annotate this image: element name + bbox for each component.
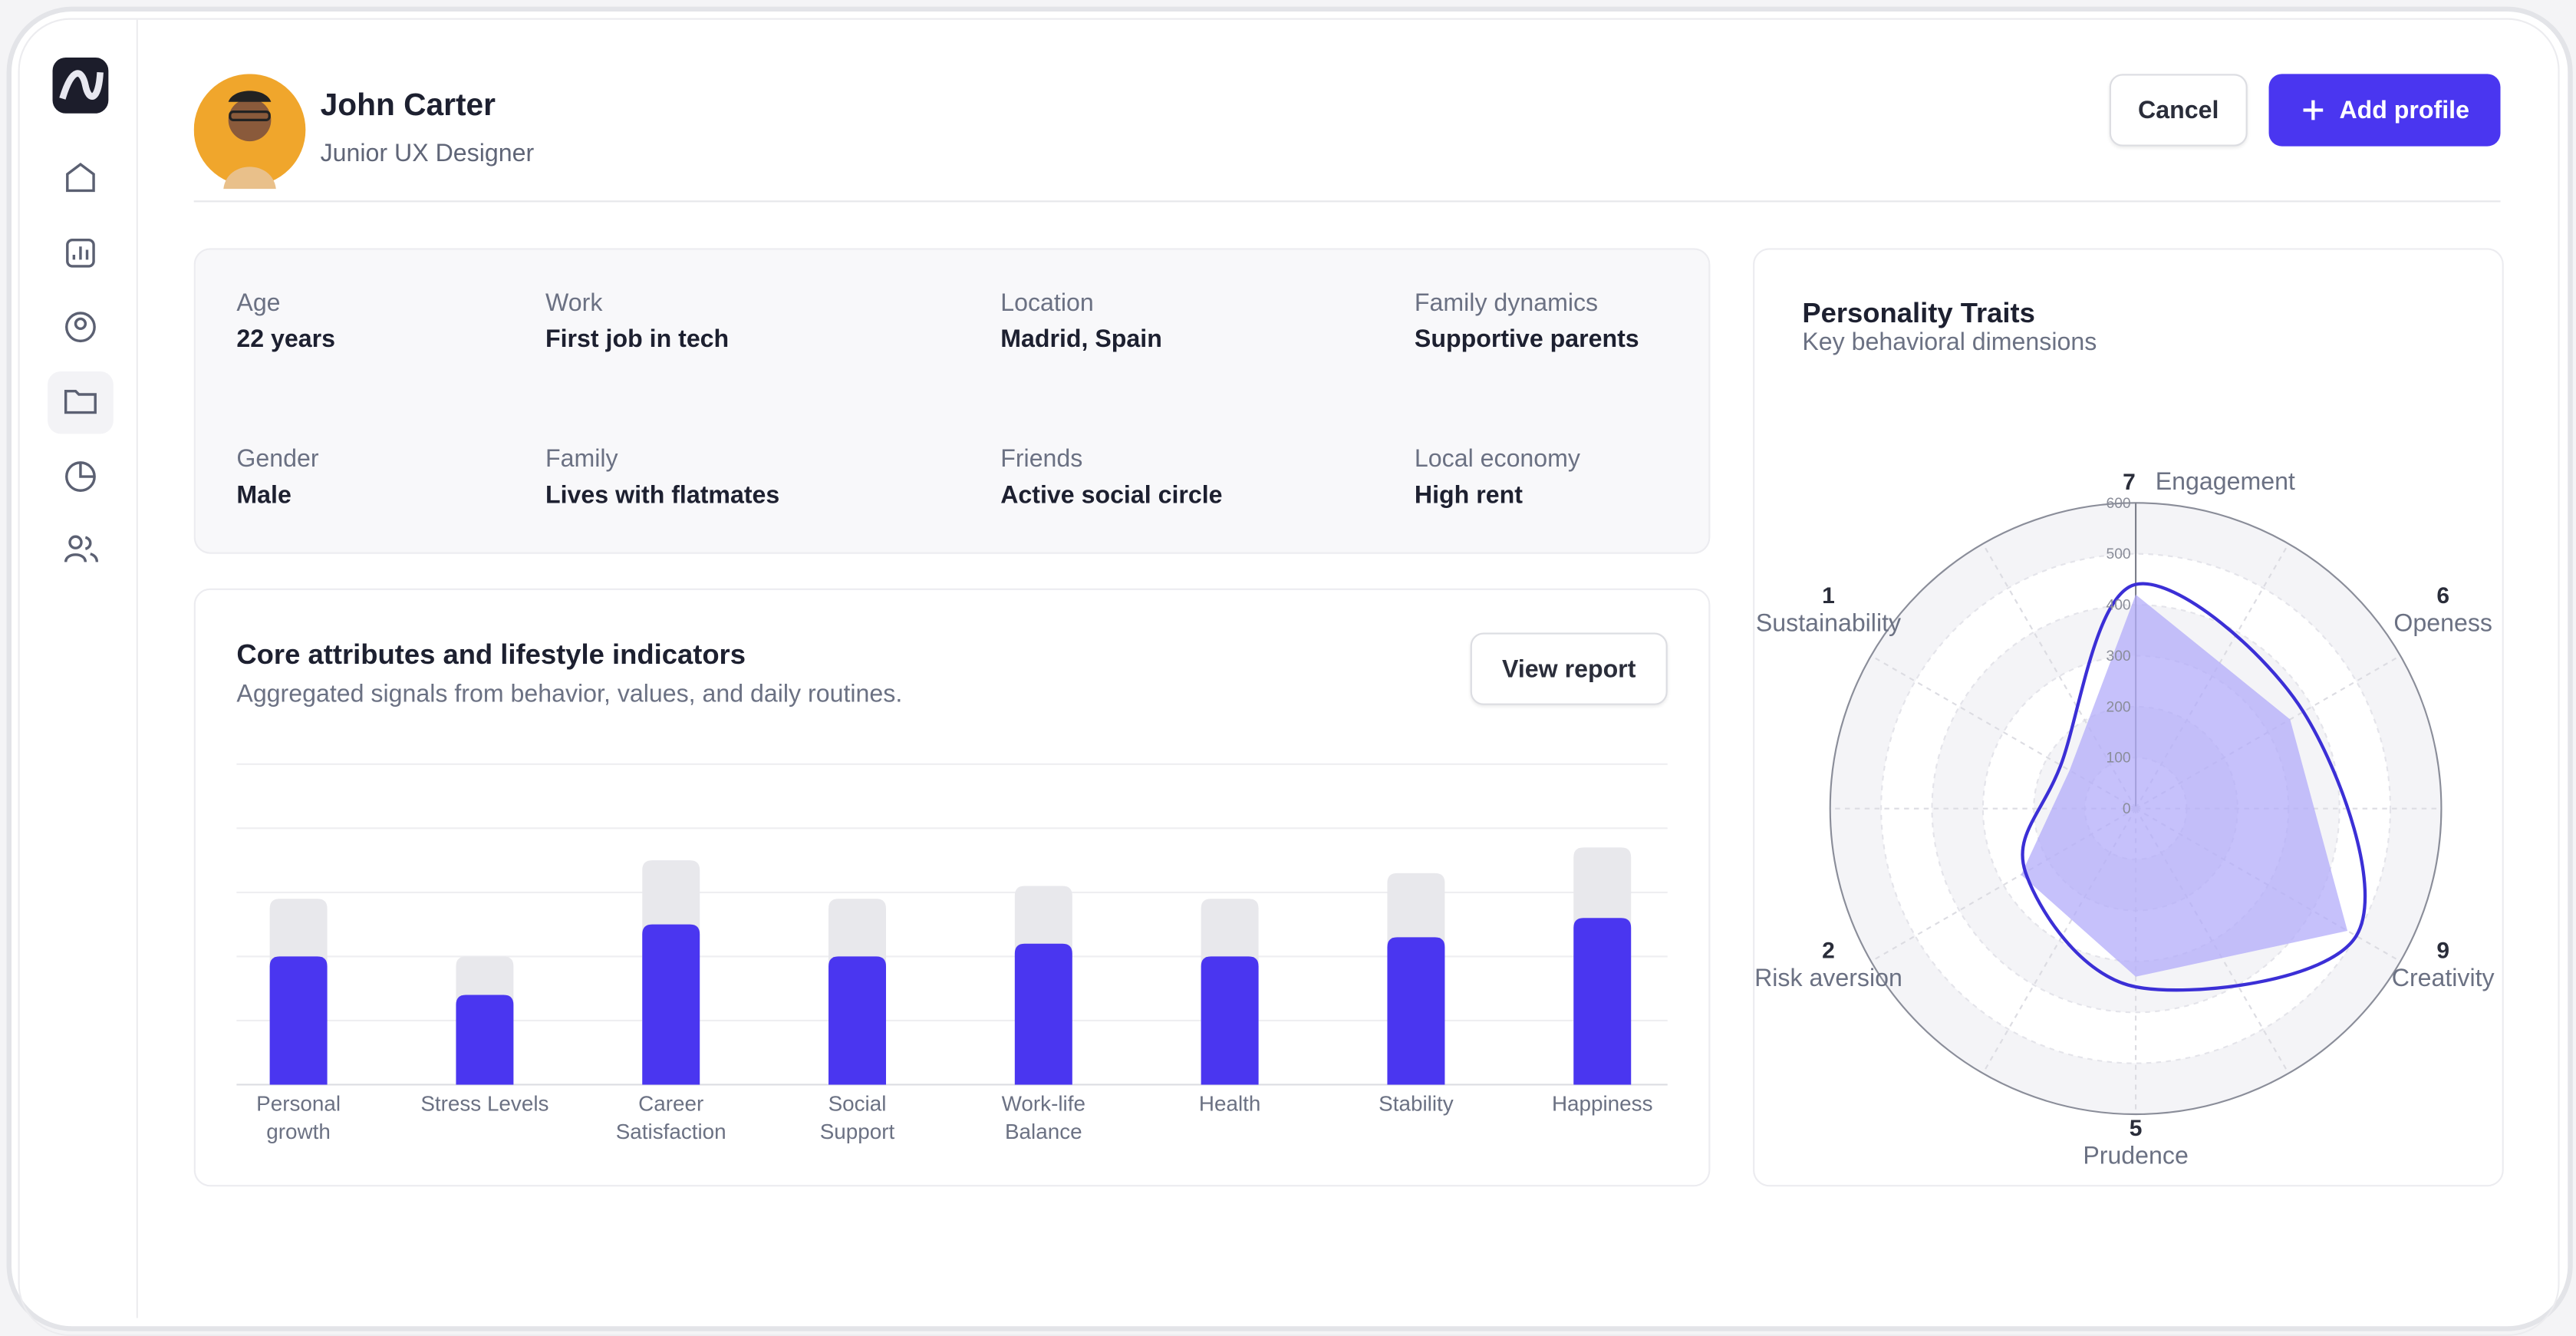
radar-subtitle: Key behavioral dimensions — [1802, 328, 2097, 357]
info-label: Family — [545, 445, 618, 473]
r-tick-label: 200 — [2106, 699, 2130, 715]
avatar — [193, 74, 306, 190]
bar — [642, 924, 700, 1085]
info-label: Work — [545, 289, 603, 318]
sidebar — [48, 57, 114, 562]
view-report-label: View report — [1502, 655, 1636, 683]
info-value: Male — [236, 481, 292, 510]
info-value: Supportive parents — [1414, 325, 1639, 354]
axis-label: Creativity — [2392, 964, 2495, 991]
r-tick-label: 100 — [2106, 750, 2130, 767]
bar — [1387, 937, 1445, 1085]
radar-area — [2021, 594, 2348, 977]
bar-title: Core attributes and lifestyle indicators — [236, 639, 746, 671]
folder-icon[interactable] — [64, 389, 97, 414]
bar — [269, 956, 328, 1085]
info-value: Active social circle — [1000, 481, 1223, 510]
r-tick-label: 500 — [2106, 546, 2130, 562]
info-label: Family dynamics — [1414, 289, 1599, 318]
x-tick-label: Social Support — [819, 1091, 895, 1144]
bar — [456, 995, 514, 1085]
bar-subtitle: Aggregated signals from behavior, values… — [236, 680, 903, 709]
x-tick-label: Health — [1198, 1091, 1261, 1117]
info-value: High rent — [1414, 481, 1523, 510]
x-tick-label: Work-life Balance — [1001, 1091, 1085, 1144]
axis-label: Risk aversion — [1754, 964, 1902, 991]
x-tick-label: Stress Levels — [420, 1091, 549, 1117]
x-tick-label: Happiness — [1551, 1091, 1653, 1117]
bar — [1014, 943, 1072, 1085]
r-tick-label: 0 — [2123, 801, 2131, 817]
x-tick-label: Stability — [1379, 1091, 1454, 1117]
profile-icon[interactable] — [65, 312, 96, 343]
info-value: 22 years — [236, 325, 336, 354]
add-profile-label: Add profile — [2339, 96, 2469, 124]
profile-role: Junior UX Designer — [320, 140, 535, 168]
info-label: Age — [236, 289, 281, 318]
axis-number: 9 — [2436, 938, 2449, 964]
bar — [828, 956, 886, 1085]
folder-active — [48, 371, 114, 434]
info-label: Local economy — [1414, 445, 1581, 473]
header-divider — [193, 200, 2501, 203]
sidebar-divider — [136, 19, 138, 1318]
axis-number: 1 — [1822, 583, 1835, 609]
info-value: Madrid, Spain — [1000, 325, 1162, 354]
info-value: Lives with flatmates — [545, 481, 780, 510]
logo-mark — [59, 70, 104, 101]
r-tick-label: 600 — [2106, 496, 2130, 512]
plus-icon — [2303, 100, 2324, 120]
view-report-button[interactable]: View report — [1470, 632, 1668, 705]
info-label: Friends — [1000, 445, 1083, 473]
logo[interactable] — [52, 57, 109, 114]
cancel-button[interactable]: Cancel — [2109, 74, 2248, 147]
stats-icon-bars — [72, 246, 89, 260]
home-icon[interactable] — [66, 163, 95, 193]
axis-label: Prudence — [2083, 1141, 2188, 1169]
axis-label: Engagement — [2156, 467, 2295, 495]
x-tick-label: Personal growth — [256, 1091, 341, 1144]
screen: John Carter Junior UX Designer Cancel Ad… — [6, 6, 2573, 1336]
page: John Carter Junior UX Designer Cancel Ad… — [6, 6, 2573, 1336]
axis-label: Openess — [2393, 609, 2492, 636]
axis-number: 2 — [1822, 938, 1835, 964]
axis-number: 6 — [2436, 583, 2449, 609]
x-tick-label: Career Satisfaction — [615, 1091, 726, 1144]
bar-card — [193, 588, 1711, 1187]
stats-icon[interactable] — [66, 238, 95, 268]
axis-label: Sustainability — [1756, 609, 1901, 636]
info-label: Location — [1000, 289, 1094, 318]
radar-title: Personality Traits — [1802, 297, 2035, 329]
axis-number: 5 — [2130, 1116, 2143, 1141]
profile-name: John Carter — [320, 88, 496, 124]
info-label: Gender — [236, 445, 319, 473]
r-tick-label: 300 — [2106, 648, 2130, 665]
bar — [1573, 918, 1632, 1085]
add-profile-button[interactable]: Add profile — [2268, 74, 2501, 147]
cancel-label: Cancel — [2138, 96, 2219, 124]
r-tick-label: 400 — [2106, 598, 2130, 614]
info-card — [193, 248, 1711, 554]
radar-outline — [2021, 582, 2367, 992]
bar — [1201, 956, 1259, 1085]
users-icon[interactable] — [68, 535, 83, 549]
info-value: First job in tech — [545, 325, 730, 354]
axis-number: 7 — [2123, 470, 2136, 495]
